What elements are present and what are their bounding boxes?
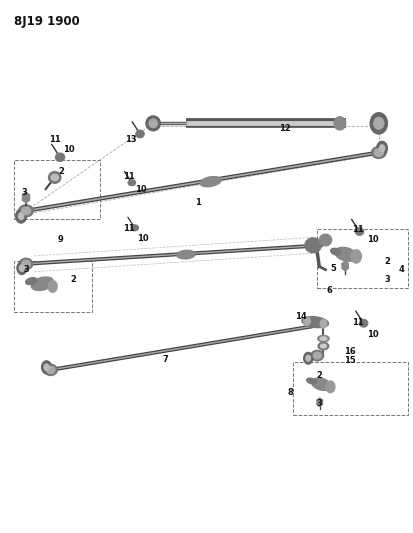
Text: 11: 11 [123,172,135,181]
Ellipse shape [313,352,321,359]
Ellipse shape [55,153,64,161]
Ellipse shape [21,207,31,215]
Ellipse shape [46,366,55,374]
Text: 14: 14 [295,312,307,321]
Ellipse shape [319,234,332,246]
Circle shape [42,361,52,374]
Text: 9: 9 [58,236,64,245]
Circle shape [306,356,311,361]
Ellipse shape [200,176,221,187]
Text: 3: 3 [384,275,390,284]
Ellipse shape [19,259,33,269]
Ellipse shape [19,205,33,217]
Bar [14,261,92,312]
Circle shape [44,364,49,370]
Circle shape [377,141,387,155]
Ellipse shape [311,350,323,361]
Text: 2: 2 [70,275,76,284]
Ellipse shape [326,381,335,393]
Ellipse shape [26,278,37,285]
Ellipse shape [305,238,321,253]
Text: 1: 1 [195,198,201,207]
Text: 10: 10 [367,330,378,339]
Ellipse shape [51,174,58,181]
Ellipse shape [372,147,386,158]
Ellipse shape [149,119,157,127]
Ellipse shape [304,317,310,325]
Text: 5: 5 [331,264,337,272]
Ellipse shape [359,319,368,327]
Circle shape [16,209,26,223]
Text: 3: 3 [316,399,322,408]
Text: 3: 3 [23,265,29,273]
Text: 10: 10 [367,236,378,245]
Ellipse shape [22,260,30,268]
Bar [293,362,408,415]
Ellipse shape [356,228,363,235]
Text: 10: 10 [63,146,75,155]
Ellipse shape [320,337,327,340]
Ellipse shape [312,378,331,390]
Circle shape [304,352,313,364]
Ellipse shape [374,117,384,129]
Text: 12: 12 [278,124,290,133]
Circle shape [380,145,385,152]
Circle shape [17,262,27,274]
Ellipse shape [128,180,135,185]
Ellipse shape [146,116,160,131]
Text: 2: 2 [384,257,390,265]
Ellipse shape [335,247,357,261]
Circle shape [19,213,24,220]
Ellipse shape [131,225,138,231]
Text: 11: 11 [49,135,61,144]
Text: 11: 11 [123,224,135,233]
Ellipse shape [320,319,327,328]
Text: 7: 7 [163,355,169,364]
Ellipse shape [177,251,195,259]
Text: 6: 6 [327,286,332,295]
Bar [14,160,100,219]
Text: 16: 16 [344,347,356,356]
Ellipse shape [320,344,326,348]
Text: 8J19 1900: 8J19 1900 [14,14,79,28]
Ellipse shape [49,172,61,183]
Ellipse shape [318,342,329,350]
Bar [317,229,408,288]
Text: 8: 8 [288,388,294,397]
Text: 2: 2 [316,370,322,379]
Ellipse shape [31,277,54,290]
Ellipse shape [334,117,346,130]
Text: 2: 2 [58,166,64,175]
Ellipse shape [44,365,57,375]
Ellipse shape [307,378,316,384]
Text: 3: 3 [21,188,27,197]
Ellipse shape [331,248,341,255]
Ellipse shape [374,149,383,156]
Text: 10: 10 [135,185,147,194]
Ellipse shape [318,335,329,342]
Ellipse shape [351,250,361,263]
Text: 15: 15 [344,356,356,365]
Ellipse shape [302,317,328,328]
Text: 13: 13 [125,135,136,144]
Text: 11: 11 [352,225,364,234]
Text: 10: 10 [137,234,149,243]
Text: 4: 4 [399,265,404,273]
Ellipse shape [136,130,144,138]
Text: 11: 11 [352,318,364,327]
Ellipse shape [48,280,57,292]
Ellipse shape [370,113,387,134]
Circle shape [19,265,24,271]
